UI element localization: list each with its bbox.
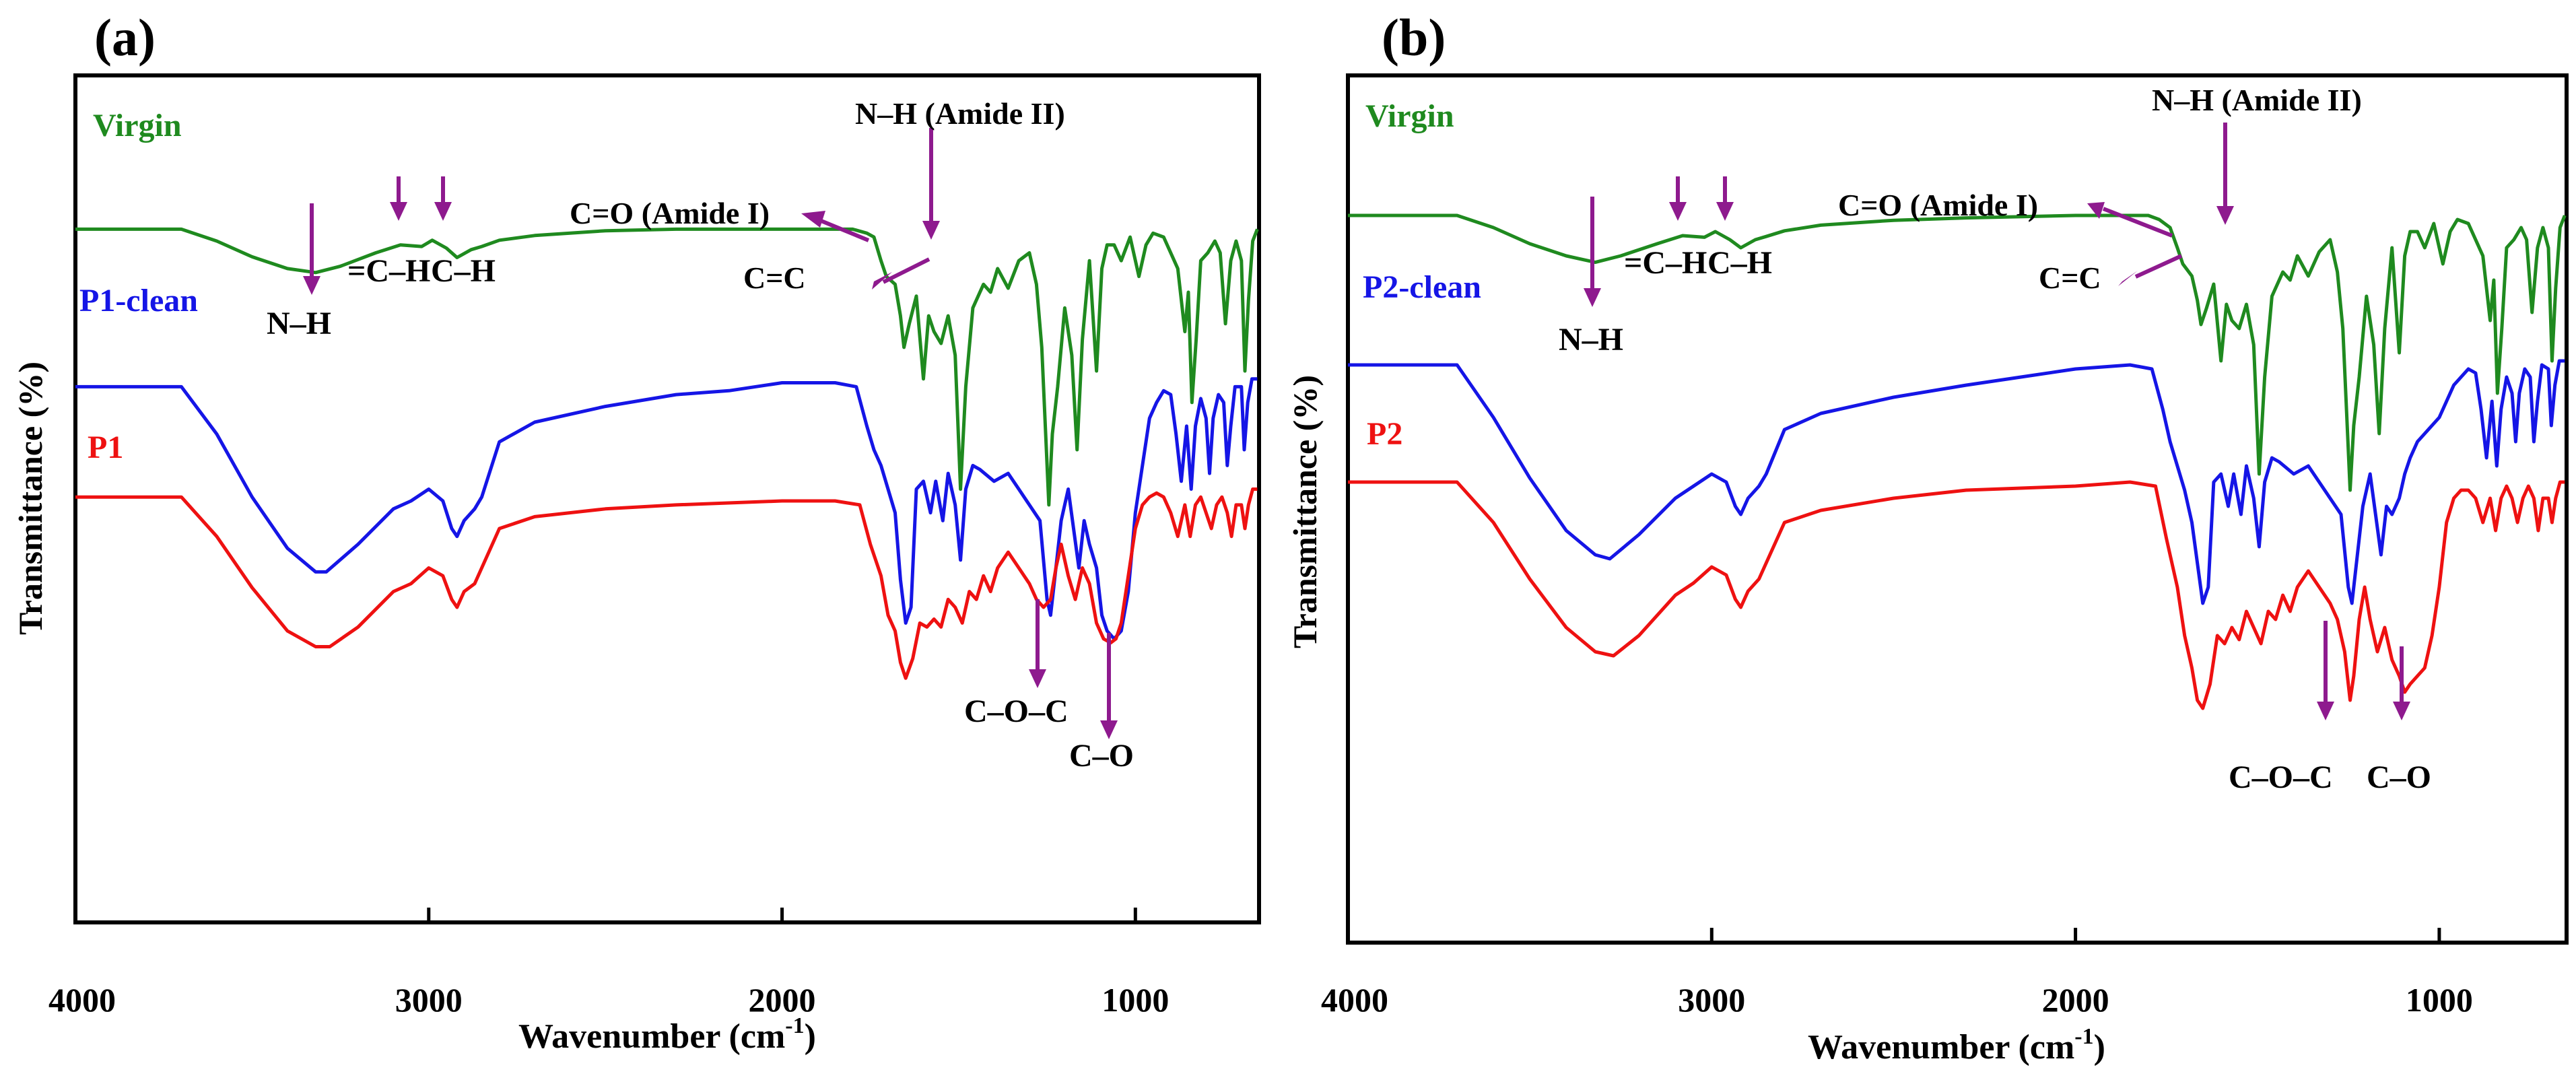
arrow-cc-shaft bbox=[882, 257, 930, 284]
panel-a-x-tick-label: 1000 bbox=[1101, 981, 1169, 1019]
series-line-p2-clean bbox=[1348, 359, 2565, 605]
panel-b-annotation-arrows bbox=[1584, 123, 2410, 720]
arrow-coc-head bbox=[2317, 702, 2334, 720]
panel-a-legend-virgin: Virgin bbox=[93, 108, 182, 143]
annotation-cc: C=C bbox=[743, 261, 806, 295]
panel-a-x-axis-label-main: Wavenumber (cm bbox=[518, 1017, 785, 1056]
panel-b-series-lines bbox=[1348, 213, 2567, 710]
panel-a-series-lines bbox=[75, 227, 1259, 680]
panel-a-plot-frame bbox=[73, 73, 1261, 924]
annotation-co-amide-1: C=O (Amide I) bbox=[570, 196, 770, 230]
series-line-p1 bbox=[75, 487, 1258, 680]
panel-a-annotation-labels: N–H =C–H C–H C=O (Amide I) C=C N–H (Amid… bbox=[267, 96, 1134, 774]
series-line-virgin bbox=[75, 227, 1259, 507]
annotation-coc: C–O–C bbox=[964, 693, 1069, 729]
arrow-cc-shaft bbox=[2134, 254, 2183, 279]
annotation-co-amide-1: C=O (Amide I) bbox=[1838, 188, 2038, 222]
arrow-co-head bbox=[2393, 702, 2410, 720]
arrow-nh-amide-head bbox=[922, 221, 940, 240]
panel-a-label: (a) bbox=[94, 8, 156, 67]
panel-b-legend-p2: P2 bbox=[1367, 416, 1402, 452]
panel-a-x-ticks: 4000 3000 2000 1000 bbox=[48, 908, 1169, 1019]
series-line-p1-clean bbox=[75, 377, 1258, 641]
annotation-ch: C–H bbox=[431, 253, 496, 289]
panel-b-x-tick-label: 1000 bbox=[2406, 981, 2473, 1019]
panel-a-y-axis-label: Transmittance (%) bbox=[11, 362, 49, 635]
panel-a-x-axis-label-superscript: -1 bbox=[785, 1013, 804, 1038]
panel-b: (b) 4000 3000 2000 1000 Wavenumber (cm-1… bbox=[1286, 8, 2569, 1066]
annotation-nh: N–H bbox=[1559, 322, 1623, 358]
panel-b-x-tick-label: 3000 bbox=[1678, 981, 1745, 1019]
arrow-nh-head bbox=[303, 276, 320, 295]
arrow-coc-head bbox=[1029, 669, 1046, 688]
arrow-nh-head bbox=[1584, 288, 1601, 307]
panel-a-x-tick-label: 4000 bbox=[48, 981, 116, 1019]
annotation-ch-vinyl: =C–H bbox=[347, 253, 430, 289]
annotation-nh-amide-2: N–H (Amide II) bbox=[855, 96, 1065, 131]
panel-b-legend-virgin: Virgin bbox=[1365, 98, 1454, 134]
annotation-ch: C–H bbox=[1707, 245, 1772, 281]
arrow-cc-head bbox=[872, 272, 892, 290]
panel-b-plot-frame bbox=[1346, 73, 2569, 945]
panel-a-x-axis-label-close: ) bbox=[805, 1017, 816, 1056]
arrow-co-amide-shaft bbox=[2102, 207, 2173, 238]
arrow-cc-head bbox=[2118, 271, 2138, 286]
arrow-co-head bbox=[1100, 720, 1118, 739]
panel-b-x-axis-label: Wavenumber (cm-1) bbox=[1808, 1024, 2105, 1066]
annotation-ch-vinyl: =C–H bbox=[1624, 245, 1707, 281]
panel-a: (a) 4000 3000 2000 1000 Wavenumber (cm-1… bbox=[11, 8, 1261, 1056]
series-line-p2 bbox=[1348, 480, 2565, 710]
annotation-co: C–O bbox=[1069, 738, 1134, 774]
arrow-co-amide-head bbox=[2087, 202, 2105, 219]
annotation-nh: N–H bbox=[267, 306, 331, 341]
panel-b-x-axis-label-close: ) bbox=[2094, 1028, 2105, 1066]
panel-a-legend-p1-clean: P1-clean bbox=[79, 283, 198, 318]
panel-b-legend-p2-clean: P2-clean bbox=[1363, 269, 1481, 305]
arrow-co-amide-head bbox=[801, 211, 825, 228]
annotation-cc: C=C bbox=[2039, 261, 2101, 295]
panel-a-x-tick-label: 2000 bbox=[749, 981, 816, 1019]
annotation-coc: C–O–C bbox=[2229, 759, 2333, 795]
arrow-ch-vinyl-head bbox=[390, 202, 407, 221]
panel-b-x-axis-label-superscript: -1 bbox=[2074, 1024, 2093, 1049]
panel-b-label: (b) bbox=[1382, 8, 1446, 67]
arrow-ch-head bbox=[434, 202, 452, 221]
arrow-nh-amide-head bbox=[2216, 206, 2234, 225]
panel-a-x-tick-label: 3000 bbox=[395, 981, 463, 1019]
panel-a-legend-p1: P1 bbox=[88, 430, 123, 465]
annotation-nh-amide-2: N–H (Amide II) bbox=[2152, 83, 2362, 117]
panel-a-x-axis-label: Wavenumber (cm-1) bbox=[518, 1013, 816, 1056]
panel-b-x-ticks: 4000 3000 2000 1000 bbox=[1321, 928, 2473, 1019]
panel-b-x-tick-label: 2000 bbox=[2042, 981, 2109, 1019]
arrow-ch-vinyl-head bbox=[1669, 202, 1687, 221]
panel-a-annotation-arrows bbox=[303, 128, 1118, 739]
annotation-co: C–O bbox=[2367, 759, 2431, 795]
panel-b-y-axis-label: Transmittance (%) bbox=[1286, 375, 1324, 648]
panel-b-x-tick-label: 4000 bbox=[1321, 981, 1388, 1019]
panel-b-annotation-labels: N–H =C–H C–H C=O (Amide I) C=C N–H (Amid… bbox=[1559, 83, 2431, 795]
series-line-virgin bbox=[1348, 213, 2567, 492]
panel-b-x-axis-label-main: Wavenumber (cm bbox=[1808, 1028, 2074, 1066]
arrow-ch-head bbox=[1716, 202, 1734, 221]
